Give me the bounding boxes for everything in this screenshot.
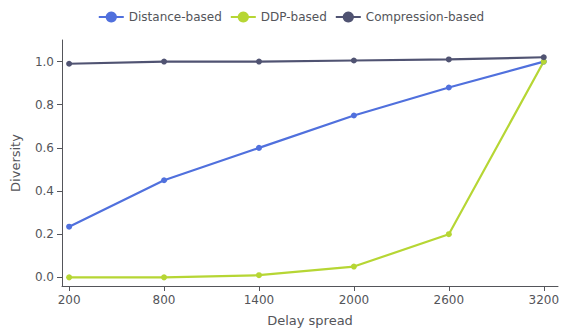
- svg-text:Distance-based: Distance-based: [129, 10, 222, 24]
- svg-text:Diversity: Diversity: [8, 134, 23, 192]
- svg-text:2600: 2600: [434, 293, 465, 307]
- svg-text:1400: 1400: [244, 293, 275, 307]
- svg-text:0.2: 0.2: [35, 227, 54, 241]
- svg-text:0.0: 0.0: [35, 270, 54, 284]
- svg-text:200: 200: [58, 293, 81, 307]
- svg-text:2000: 2000: [339, 293, 370, 307]
- svg-text:1.0: 1.0: [35, 55, 54, 69]
- svg-text:Compression-based: Compression-based: [366, 10, 484, 24]
- svg-text:0.8: 0.8: [35, 98, 54, 112]
- svg-text:0.6: 0.6: [35, 141, 54, 155]
- svg-text:DDP-based: DDP-based: [261, 10, 327, 24]
- svg-text:Delay spread: Delay spread: [267, 313, 353, 328]
- svg-text:0.4: 0.4: [35, 184, 54, 198]
- svg-text:3200: 3200: [528, 293, 559, 307]
- svg-text:800: 800: [153, 293, 176, 307]
